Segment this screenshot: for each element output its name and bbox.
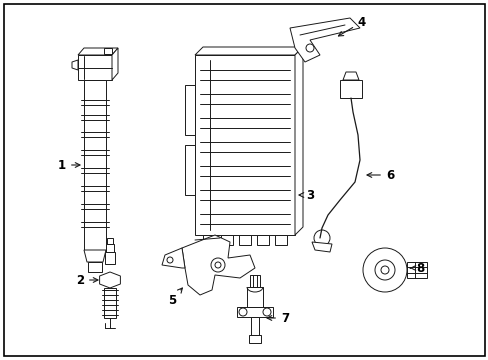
Polygon shape <box>289 18 359 62</box>
Text: 8: 8 <box>409 261 423 274</box>
Bar <box>246 287 263 307</box>
Bar <box>84 80 106 250</box>
Bar <box>195 55 294 235</box>
Polygon shape <box>104 48 112 54</box>
Bar <box>250 317 259 335</box>
Bar <box>339 80 361 98</box>
Polygon shape <box>342 72 358 80</box>
Text: 6: 6 <box>366 168 393 181</box>
Polygon shape <box>195 47 303 55</box>
Bar <box>249 275 260 287</box>
Bar <box>203 235 215 245</box>
Circle shape <box>305 44 313 52</box>
Circle shape <box>167 257 173 263</box>
Circle shape <box>263 308 270 316</box>
Polygon shape <box>72 60 78 70</box>
Bar <box>88 262 102 272</box>
Text: 2: 2 <box>76 274 98 287</box>
Text: 3: 3 <box>298 189 313 202</box>
Bar <box>239 235 250 245</box>
Circle shape <box>215 262 221 268</box>
Bar <box>221 235 232 245</box>
Circle shape <box>374 260 394 280</box>
Circle shape <box>210 258 224 272</box>
Bar <box>106 244 114 252</box>
Text: 4: 4 <box>338 15 366 36</box>
Bar <box>274 235 286 245</box>
Bar <box>184 145 195 195</box>
Polygon shape <box>78 48 118 55</box>
Polygon shape <box>112 48 118 80</box>
Bar <box>184 85 195 135</box>
Bar <box>237 307 272 317</box>
Polygon shape <box>162 248 184 268</box>
Circle shape <box>380 266 388 274</box>
Circle shape <box>362 248 406 292</box>
Bar <box>105 252 115 264</box>
Text: 1: 1 <box>58 158 80 171</box>
Bar <box>104 288 116 318</box>
Polygon shape <box>311 242 331 252</box>
Circle shape <box>239 308 246 316</box>
Bar <box>406 262 426 278</box>
Polygon shape <box>294 47 303 235</box>
Polygon shape <box>100 272 120 288</box>
Text: 5: 5 <box>167 288 182 306</box>
Polygon shape <box>84 250 106 262</box>
Bar <box>107 238 113 244</box>
Polygon shape <box>182 235 254 295</box>
Bar <box>248 335 261 343</box>
Polygon shape <box>78 55 112 80</box>
Text: 7: 7 <box>266 311 288 324</box>
Circle shape <box>313 230 329 246</box>
Bar <box>257 235 268 245</box>
